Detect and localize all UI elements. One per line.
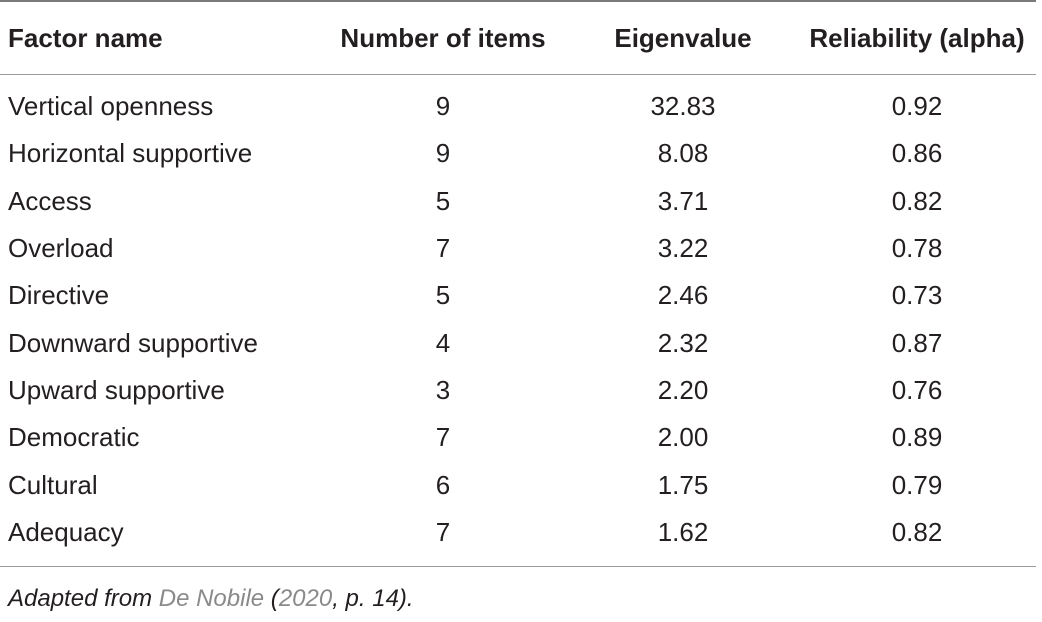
cell-factor: Cultural bbox=[8, 469, 98, 500]
table-row: Access 5 3.71 0.82 bbox=[0, 178, 1036, 225]
cell-factor: Directive bbox=[8, 280, 110, 311]
cell-factor: Vertical openness bbox=[8, 91, 214, 122]
header-row: Factor name Number of items Eigenvalue R… bbox=[0, 0, 1036, 75]
cell-factor: Horizontal supportive bbox=[8, 138, 253, 169]
cell-eigenvalue: 2.20 bbox=[657, 374, 709, 405]
cell-alpha: 0.92 bbox=[891, 91, 943, 122]
table-body: Vertical openness 9 32.83 0.92 Horizonta… bbox=[0, 75, 1036, 567]
cell-items: 7 bbox=[435, 422, 451, 453]
cell-eigenvalue: 2.46 bbox=[657, 280, 709, 311]
cell-items: 4 bbox=[435, 327, 451, 358]
header-factor-name: Factor name bbox=[0, 0, 318, 75]
data-table-container: Factor name Number of items Eigenvalue R… bbox=[0, 0, 1036, 567]
header-reliability: Reliability (alpha) bbox=[798, 0, 1036, 75]
header-eigenvalue: Eigenvalue bbox=[568, 0, 798, 75]
cell-items: 5 bbox=[435, 185, 451, 216]
cell-alpha: 0.78 bbox=[891, 233, 943, 264]
cell-eigenvalue: 2.00 bbox=[657, 422, 709, 453]
footnote-suffix: , p. 14). bbox=[332, 585, 414, 612]
cell-alpha: 0.89 bbox=[891, 422, 943, 453]
cell-factor: Adequacy bbox=[0, 508, 318, 567]
citation-year-link[interactable]: 2020 bbox=[278, 585, 333, 612]
cell-alpha: 0.76 bbox=[891, 374, 943, 405]
table-row: Horizontal supportive 9 8.08 0.86 bbox=[0, 130, 1036, 177]
table-row: Overload 7 3.22 0.78 bbox=[0, 225, 1036, 272]
footnote-open-paren: ( bbox=[264, 585, 279, 612]
cell-eigenvalue: 8.08 bbox=[657, 138, 709, 169]
factor-table: Factor name Number of items Eigenvalue R… bbox=[0, 0, 1036, 567]
citation-author-link[interactable]: De Nobile bbox=[158, 585, 265, 612]
cell-factor: Democratic bbox=[8, 422, 140, 453]
cell-alpha: 0.73 bbox=[891, 280, 943, 311]
cell-items: 6 bbox=[435, 469, 451, 500]
cell-factor: Downward supportive bbox=[8, 327, 259, 358]
cell-eigenvalue: 1.75 bbox=[657, 469, 709, 500]
table-row: Adequacy 7 1.62 0.82 bbox=[0, 508, 1036, 567]
cell-items: 9 bbox=[435, 138, 451, 169]
table-row: Vertical openness 9 32.83 0.92 bbox=[0, 75, 1036, 131]
table-row: Cultural 6 1.75 0.79 bbox=[0, 461, 1036, 508]
cell-items: 7 bbox=[435, 233, 451, 264]
table-row: Directive 5 2.46 0.73 bbox=[0, 272, 1036, 319]
cell-alpha: 0.86 bbox=[891, 138, 943, 169]
cell-eigenvalue: 1.62 bbox=[568, 508, 798, 567]
table-header: Factor name Number of items Eigenvalue R… bbox=[0, 0, 1036, 75]
cell-alpha: 0.87 bbox=[891, 327, 943, 358]
cell-items: 7 bbox=[318, 508, 568, 567]
cell-factor: Upward supportive bbox=[8, 374, 225, 405]
cell-eigenvalue: 32.83 bbox=[650, 91, 716, 122]
cell-factor: Overload bbox=[8, 233, 114, 264]
cell-eigenvalue: 3.71 bbox=[657, 185, 709, 216]
cell-items: 3 bbox=[435, 374, 451, 405]
cell-items: 9 bbox=[435, 91, 451, 122]
cell-eigenvalue: 3.22 bbox=[657, 233, 709, 264]
header-number-of-items: Number of items bbox=[318, 0, 568, 75]
cell-alpha: 0.82 bbox=[891, 185, 943, 216]
footnote-prefix: Adapted from bbox=[8, 585, 159, 612]
table-row: Upward supportive 3 2.20 0.76 bbox=[0, 367, 1036, 414]
table-row: Downward supportive 4 2.32 0.87 bbox=[0, 319, 1036, 366]
table-footnote: Adapted from De Nobile (2020, p. 14). bbox=[8, 585, 414, 613]
cell-alpha: 0.79 bbox=[891, 469, 943, 500]
cell-eigenvalue: 2.32 bbox=[657, 327, 709, 358]
cell-factor: Access bbox=[8, 185, 92, 216]
table-row: Democratic 7 2.00 0.89 bbox=[0, 414, 1036, 461]
cell-items: 5 bbox=[435, 280, 451, 311]
cell-alpha: 0.82 bbox=[798, 508, 1036, 567]
